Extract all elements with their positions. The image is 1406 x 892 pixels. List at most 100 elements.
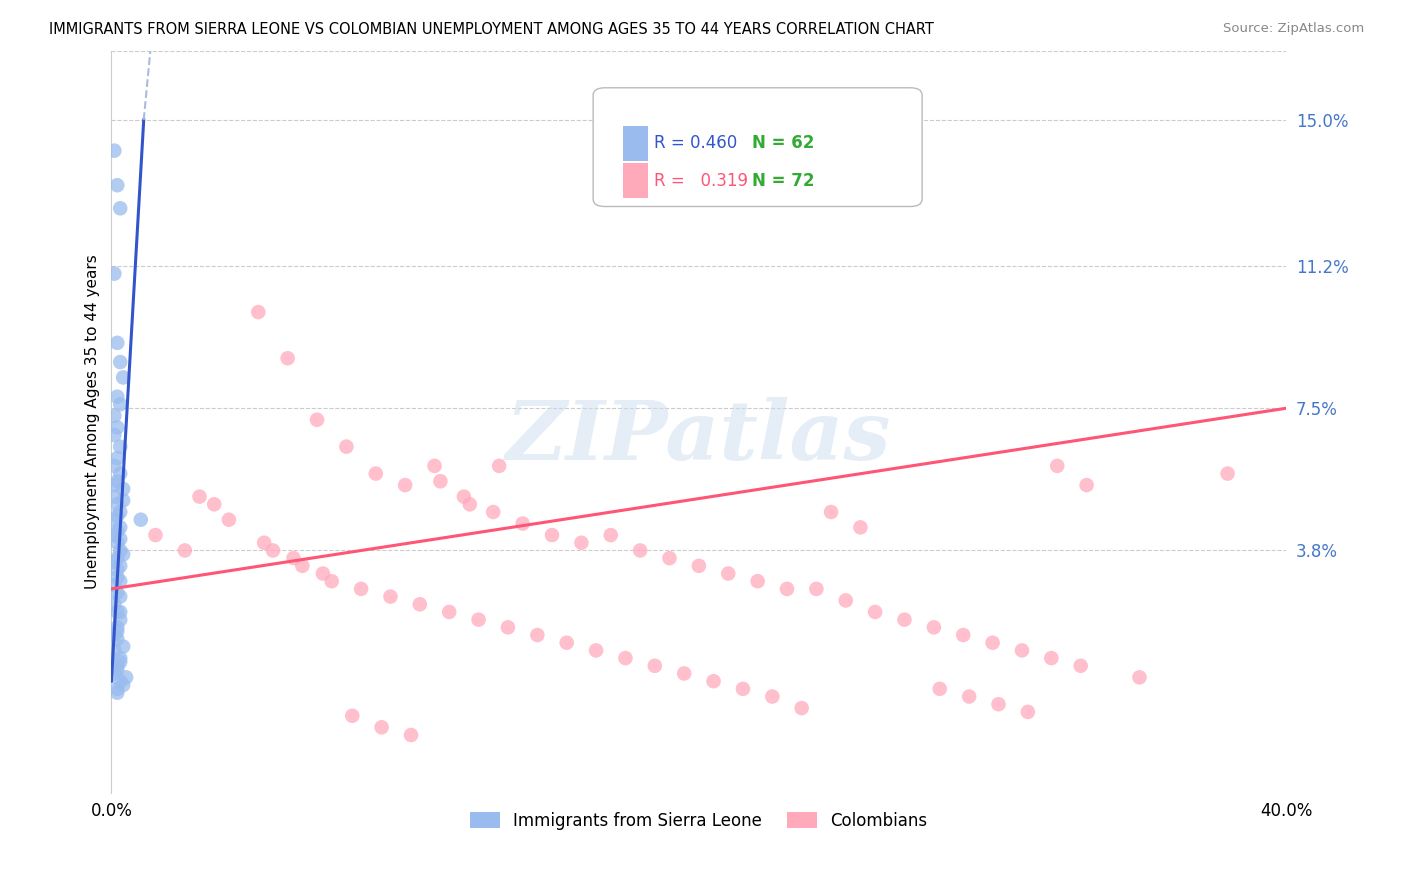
Point — [110, 440, 132, 454]
Point — [1076, 478, 1098, 492]
Point — [103, 555, 125, 569]
FancyBboxPatch shape — [623, 162, 648, 198]
Point — [105, 420, 128, 434]
Point — [103, 666, 125, 681]
Point — [173, 543, 195, 558]
Point — [103, 409, 125, 423]
Point — [105, 497, 128, 511]
Point — [103, 458, 125, 473]
Text: N = 62: N = 62 — [752, 135, 814, 153]
Point — [129, 513, 152, 527]
Point — [110, 532, 132, 546]
Point — [103, 267, 125, 281]
Text: R = 0.460: R = 0.460 — [654, 135, 738, 153]
Point — [571, 535, 593, 549]
Point — [453, 490, 475, 504]
Point — [467, 613, 489, 627]
Point — [555, 636, 578, 650]
Point — [105, 335, 128, 350]
Point — [981, 636, 1004, 650]
Point — [731, 681, 754, 696]
Point — [922, 620, 945, 634]
Point — [110, 674, 132, 689]
Point — [105, 681, 128, 696]
Point — [342, 708, 364, 723]
Point — [105, 658, 128, 673]
Point — [218, 513, 240, 527]
Point — [585, 643, 607, 657]
Point — [458, 497, 481, 511]
Text: R =   0.319: R = 0.319 — [654, 171, 748, 189]
Point — [423, 458, 446, 473]
Point — [437, 605, 460, 619]
Point — [1070, 658, 1092, 673]
Point — [110, 202, 132, 216]
Point — [370, 720, 392, 734]
Point — [103, 628, 125, 642]
Point — [105, 686, 128, 700]
Point — [103, 597, 125, 611]
Point — [952, 628, 974, 642]
Point — [105, 178, 128, 193]
Point — [110, 574, 132, 589]
Point — [1011, 643, 1033, 657]
Point — [526, 628, 548, 642]
Point — [541, 528, 564, 542]
Point — [364, 467, 387, 481]
Point — [1017, 705, 1039, 719]
Point — [512, 516, 534, 531]
Text: Source: ZipAtlas.com: Source: ZipAtlas.com — [1223, 22, 1364, 36]
Point — [628, 543, 651, 558]
Point — [105, 663, 128, 677]
Point — [110, 467, 132, 481]
Point — [703, 674, 725, 689]
Text: IMMIGRANTS FROM SIERRA LEONE VS COLOMBIAN UNEMPLOYMENT AMONG AGES 35 TO 44 YEARS: IMMIGRANTS FROM SIERRA LEONE VS COLOMBIA… — [49, 22, 934, 37]
Point — [1040, 651, 1063, 665]
Y-axis label: Unemployment Among Ages 35 to 44 years: Unemployment Among Ages 35 to 44 years — [86, 254, 100, 589]
Point — [380, 590, 402, 604]
Point — [103, 643, 125, 657]
Point — [321, 574, 343, 589]
Point — [496, 620, 519, 634]
Point — [105, 390, 128, 404]
Point — [103, 490, 125, 504]
Point — [105, 451, 128, 466]
Point — [110, 397, 132, 411]
Point — [110, 613, 132, 627]
Point — [1046, 458, 1069, 473]
Point — [105, 570, 128, 584]
Point — [928, 681, 950, 696]
Point — [112, 547, 135, 561]
Point — [110, 655, 132, 669]
FancyBboxPatch shape — [623, 126, 648, 161]
Point — [1128, 670, 1150, 684]
Point — [110, 590, 132, 604]
Point — [849, 520, 872, 534]
Point — [399, 728, 422, 742]
Point — [482, 505, 505, 519]
Point — [614, 651, 637, 665]
Point — [103, 578, 125, 592]
Point — [105, 535, 128, 549]
Point — [103, 144, 125, 158]
Point — [110, 355, 132, 369]
Point — [145, 528, 167, 542]
Point — [112, 678, 135, 692]
Point — [806, 582, 828, 596]
Point — [658, 551, 681, 566]
Point — [277, 351, 299, 366]
Point — [103, 528, 125, 542]
Point — [253, 535, 276, 549]
Point — [820, 505, 842, 519]
Point — [394, 478, 416, 492]
Point — [110, 605, 132, 619]
Point — [987, 697, 1010, 711]
Point — [488, 458, 510, 473]
Point — [202, 497, 225, 511]
Point — [110, 505, 132, 519]
Text: ZIPatlas: ZIPatlas — [506, 397, 891, 476]
Point — [112, 493, 135, 508]
Point — [688, 558, 710, 573]
Point — [103, 513, 125, 527]
Point — [717, 566, 740, 581]
